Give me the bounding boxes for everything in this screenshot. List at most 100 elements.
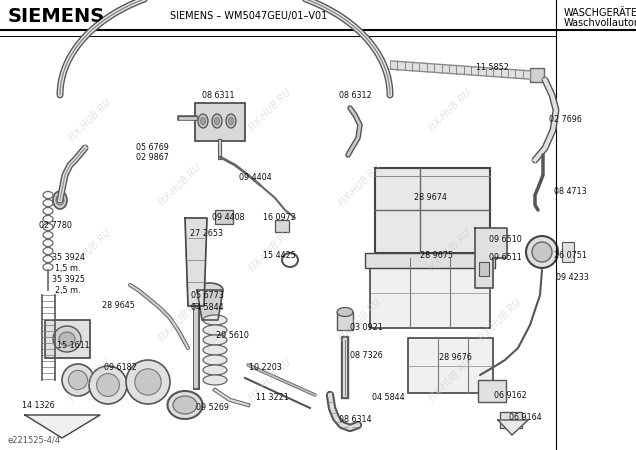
- Text: SIEMENS – WM5047GEU/01–V01: SIEMENS – WM5047GEU/01–V01: [170, 11, 328, 21]
- Ellipse shape: [203, 335, 227, 345]
- Text: e221525-4/4: e221525-4/4: [8, 436, 61, 445]
- Text: Waschvollautomaten: Waschvollautomaten: [564, 18, 636, 28]
- Bar: [500, 412, 522, 428]
- Text: 08 6311: 08 6311: [202, 90, 234, 99]
- Text: 08 4713: 08 4713: [554, 188, 586, 197]
- Text: FIX-HUB.RU: FIX-HUB.RU: [247, 357, 293, 403]
- Text: 03 0921: 03 0921: [350, 324, 382, 333]
- Text: FIX-HUB.RU: FIX-HUB.RU: [247, 227, 293, 273]
- Text: FIX-HUB.RU: FIX-HUB.RU: [67, 227, 113, 273]
- Text: 15 1611: 15 1611: [57, 341, 89, 350]
- Text: FIX-HUB.RU: FIX-HUB.RU: [476, 297, 523, 343]
- Text: 14 1326: 14 1326: [22, 400, 54, 410]
- Polygon shape: [197, 290, 223, 320]
- Ellipse shape: [135, 369, 161, 395]
- Bar: [375, 168, 490, 253]
- Bar: [365, 253, 495, 268]
- Ellipse shape: [89, 366, 127, 404]
- Text: 28 9674: 28 9674: [413, 193, 446, 202]
- Ellipse shape: [203, 375, 227, 385]
- Text: 05 6769: 05 6769: [135, 143, 169, 152]
- Text: 2,5 m.: 2,5 m.: [55, 287, 81, 296]
- Text: 28 9676: 28 9676: [439, 354, 471, 363]
- Text: FIX-HUB.RU: FIX-HUB.RU: [67, 357, 113, 403]
- Text: 04 5844: 04 5844: [191, 302, 223, 311]
- Text: 02 7696: 02 7696: [549, 116, 581, 125]
- Ellipse shape: [62, 364, 94, 396]
- Bar: [478, 380, 506, 402]
- Bar: [195, 103, 245, 141]
- Text: 09 4408: 09 4408: [212, 213, 244, 222]
- Text: 05 6773: 05 6773: [191, 291, 223, 300]
- Ellipse shape: [198, 114, 208, 128]
- Text: 09 5269: 09 5269: [195, 404, 228, 413]
- Ellipse shape: [532, 242, 552, 262]
- Text: 16 0972: 16 0972: [263, 213, 296, 222]
- Text: 29 5610: 29 5610: [216, 330, 249, 339]
- Bar: [479, 262, 489, 276]
- Ellipse shape: [226, 114, 236, 128]
- Ellipse shape: [126, 360, 170, 404]
- Text: FIX-HUB.RU: FIX-HUB.RU: [336, 162, 384, 208]
- Text: 09 4404: 09 4404: [238, 174, 272, 183]
- Text: 04 5844: 04 5844: [371, 393, 404, 402]
- Text: 09 6182: 09 6182: [104, 364, 136, 373]
- Ellipse shape: [203, 345, 227, 355]
- Ellipse shape: [167, 391, 202, 419]
- Ellipse shape: [212, 114, 222, 128]
- Polygon shape: [185, 218, 207, 306]
- Text: FIX-HUB.RU: FIX-HUB.RU: [427, 87, 473, 133]
- Text: SIEMENS: SIEMENS: [8, 6, 105, 26]
- Text: 28 9675: 28 9675: [420, 251, 453, 260]
- Bar: [215, 210, 233, 224]
- Text: FIX-HUB.RU: FIX-HUB.RU: [336, 297, 384, 343]
- Text: 26 0751: 26 0751: [553, 251, 586, 260]
- Text: 09 4233: 09 4233: [556, 273, 588, 282]
- Text: FIX-HUB.RU: FIX-HUB.RU: [427, 227, 473, 273]
- Bar: [337, 312, 353, 330]
- Ellipse shape: [69, 370, 88, 390]
- Ellipse shape: [53, 191, 67, 209]
- Text: 35 3925: 35 3925: [52, 275, 85, 284]
- Text: FIX-HUB.RU: FIX-HUB.RU: [67, 97, 113, 144]
- Ellipse shape: [203, 325, 227, 335]
- Text: 11 5852: 11 5852: [476, 63, 508, 72]
- Bar: [562, 242, 574, 262]
- Bar: [408, 338, 493, 393]
- Text: 02 9867: 02 9867: [135, 153, 169, 162]
- Text: 09 6511: 09 6511: [488, 253, 522, 262]
- Ellipse shape: [53, 326, 81, 352]
- Ellipse shape: [337, 307, 353, 316]
- Text: FIX-HUB.RU: FIX-HUB.RU: [247, 87, 293, 133]
- Polygon shape: [25, 415, 100, 438]
- Ellipse shape: [203, 355, 227, 365]
- Text: FIX-HUB.RU: FIX-HUB.RU: [156, 162, 204, 208]
- Ellipse shape: [228, 117, 233, 125]
- Bar: [45, 320, 90, 358]
- Text: 35 3924: 35 3924: [52, 253, 85, 262]
- Text: 02 7780: 02 7780: [39, 220, 71, 230]
- Text: 06 9162: 06 9162: [494, 391, 527, 400]
- Text: 06 9164: 06 9164: [509, 414, 541, 423]
- Text: 08 6312: 08 6312: [339, 90, 371, 99]
- Ellipse shape: [197, 283, 223, 297]
- Ellipse shape: [97, 374, 120, 396]
- Ellipse shape: [526, 236, 558, 268]
- Text: FIX-HUB.RU: FIX-HUB.RU: [427, 357, 473, 403]
- Ellipse shape: [56, 195, 64, 205]
- Text: 08 6314: 08 6314: [339, 415, 371, 424]
- Ellipse shape: [214, 117, 219, 125]
- Polygon shape: [475, 228, 507, 288]
- Text: 11 3221: 11 3221: [256, 393, 288, 402]
- Text: 15 4425: 15 4425: [263, 251, 296, 260]
- Ellipse shape: [203, 315, 227, 325]
- Text: WASCHGERÄTE: WASCHGERÄTE: [564, 8, 636, 18]
- Text: 1,5 m.: 1,5 m.: [55, 265, 81, 274]
- Text: 09 6510: 09 6510: [488, 235, 522, 244]
- Text: 08 7326: 08 7326: [350, 351, 382, 360]
- Bar: [275, 220, 289, 232]
- Ellipse shape: [173, 396, 197, 414]
- Text: 10 2203: 10 2203: [249, 364, 281, 373]
- Ellipse shape: [203, 365, 227, 375]
- Text: 28 9645: 28 9645: [102, 301, 134, 310]
